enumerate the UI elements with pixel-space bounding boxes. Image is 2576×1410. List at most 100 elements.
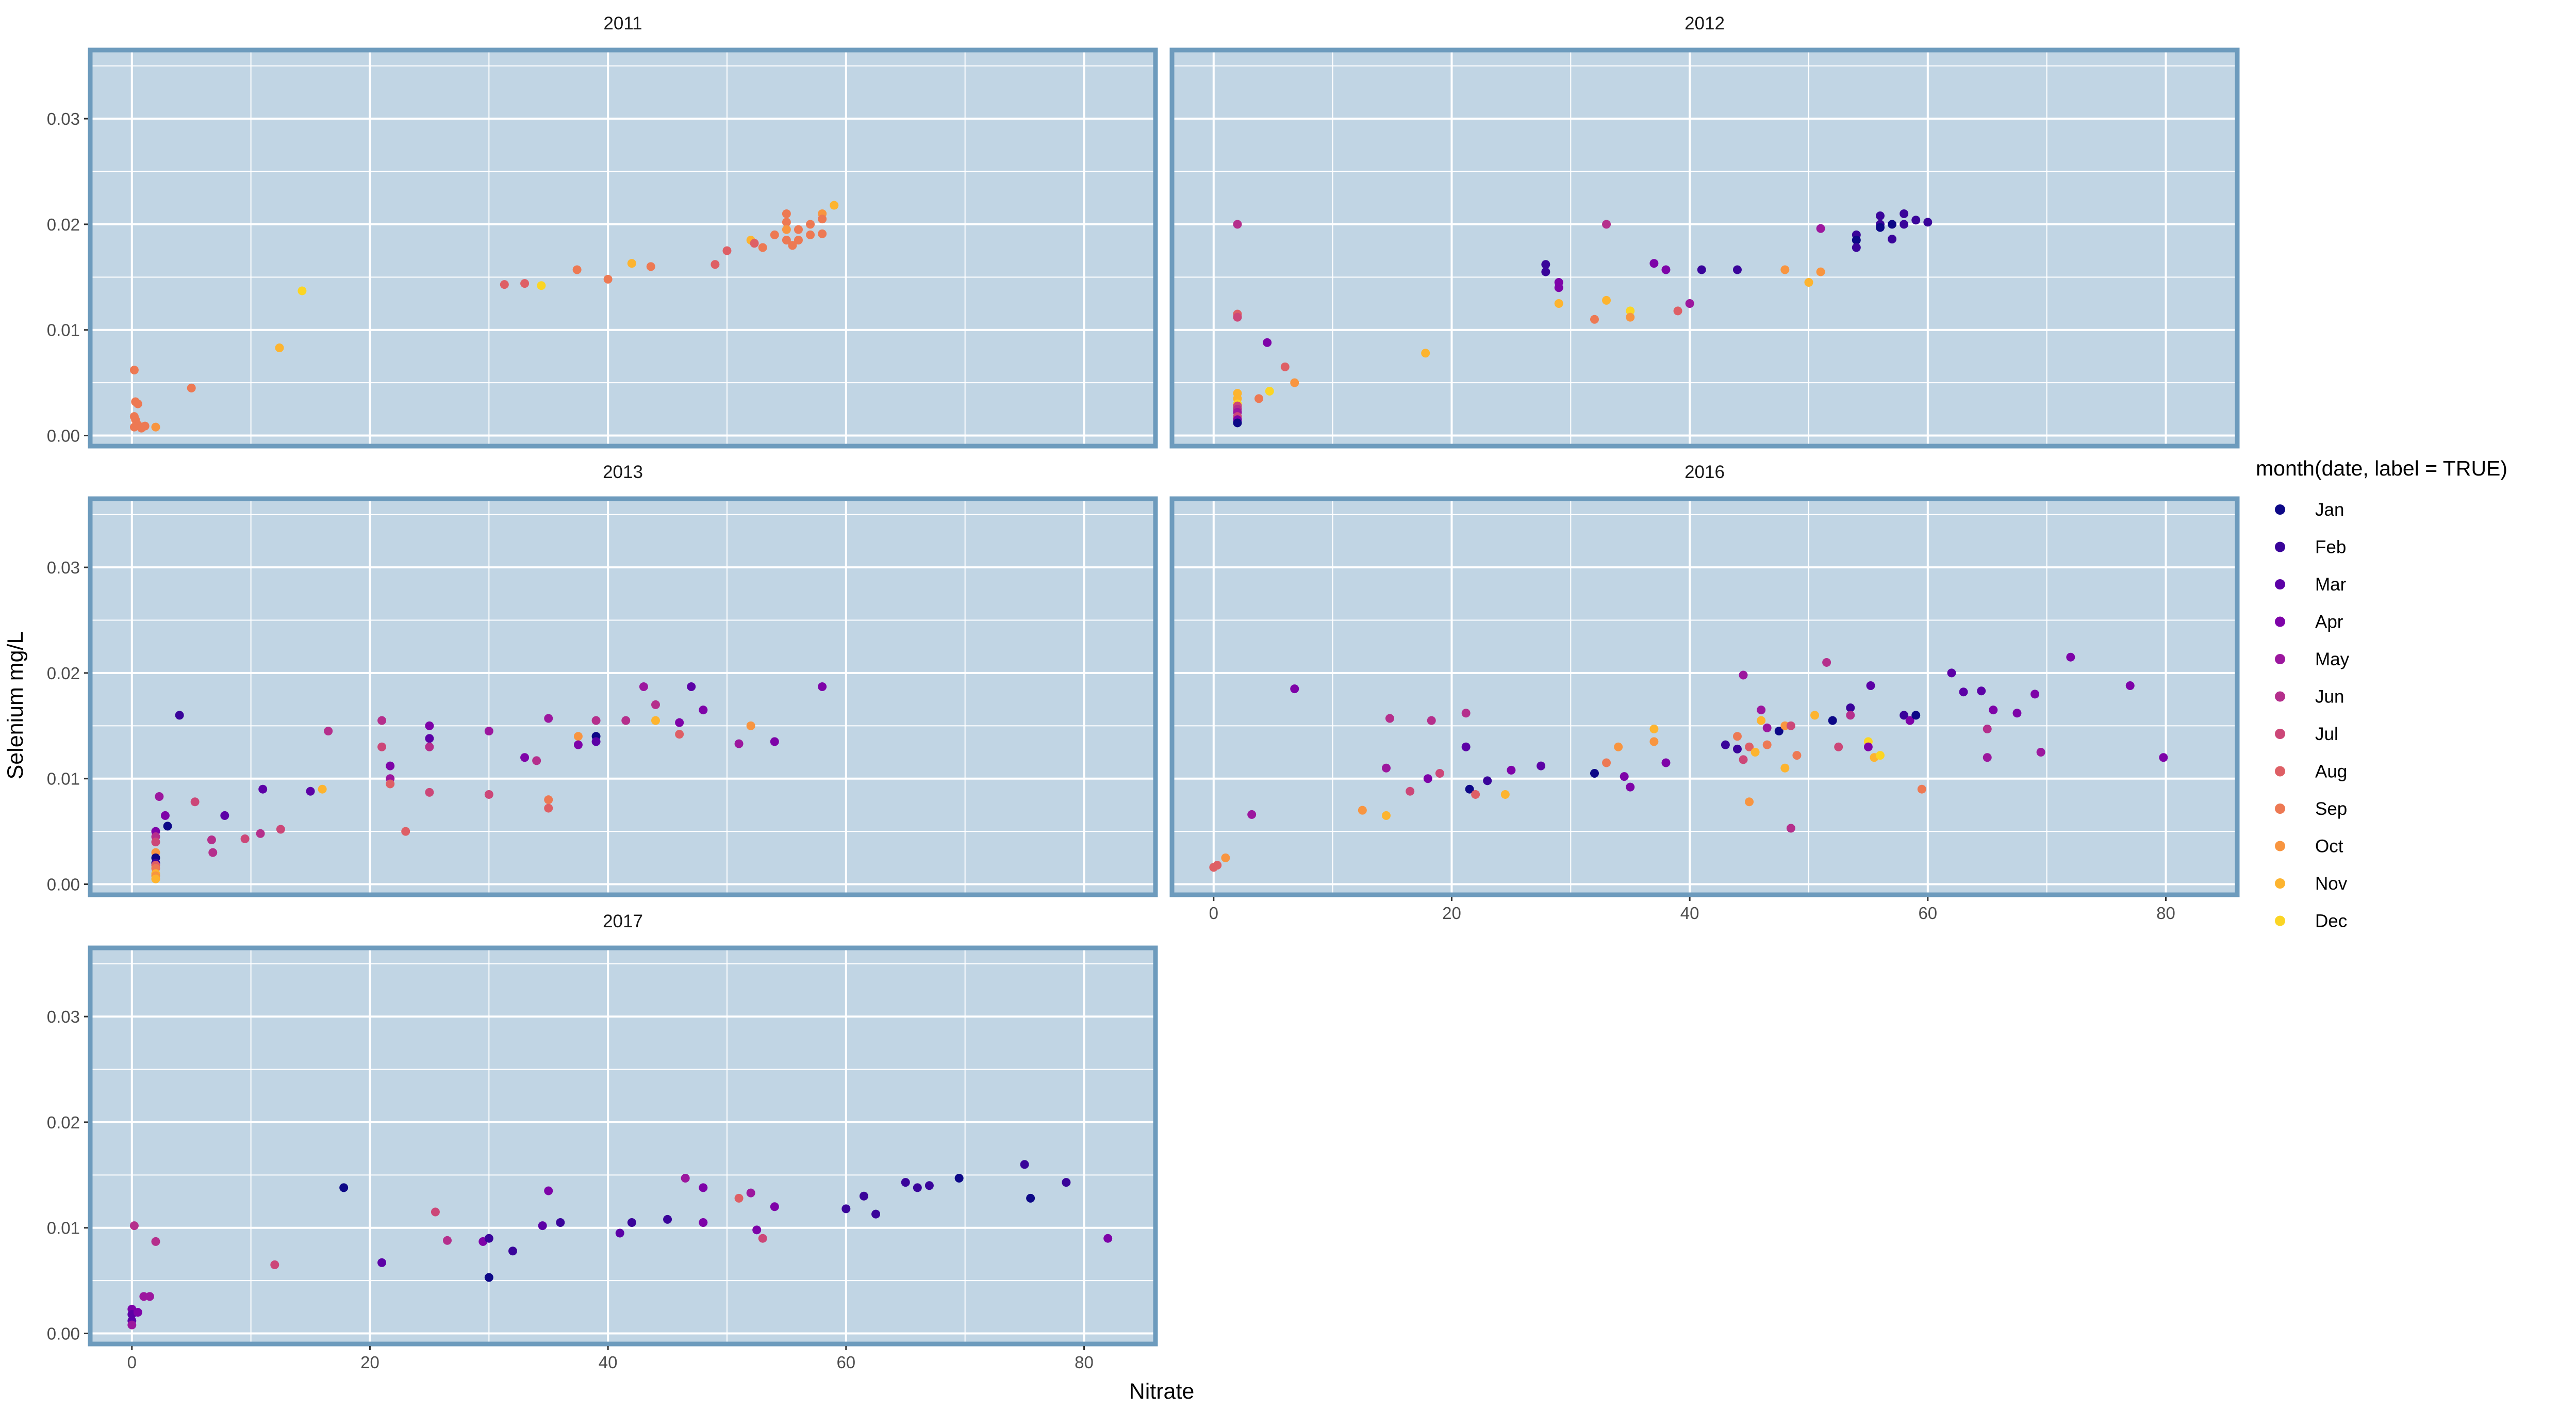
data-point [1888,220,1897,229]
panels-layer: 2011 0.00 0.01 0.02 0.03 2012 2013 0.00 0.01 0.02… [47,13,2240,1372]
data-point [275,343,284,353]
data-point [1213,861,1222,870]
data-point [651,700,660,709]
data-point [1233,418,1242,428]
data-point [752,1225,762,1235]
panel-background [1172,50,2237,446]
legend-entry-apr: Apr [2275,612,2343,632]
panel-border [88,496,1158,897]
legend-label: Oct [2315,837,2343,857]
y-tick-label: 0.02 [47,215,80,234]
data-point [841,1204,851,1214]
data-point [1062,1178,1071,1187]
data-point [1745,797,1754,807]
x-tick-label: 40 [1680,904,1699,923]
data-point [1804,278,1813,287]
data-point [1421,349,1430,358]
legend-label: Sep [2315,799,2347,819]
data-point [187,383,196,392]
y-tick-label: 0.00 [47,1324,80,1343]
data-point [1233,220,1242,229]
panel-border [88,47,1158,449]
data-point [651,716,660,725]
panel-border [1169,496,2240,897]
data-point [1977,686,1986,696]
data-point [155,792,164,801]
data-point [794,236,803,245]
data-point [1500,790,1510,799]
data-point [339,1183,349,1192]
panel-border [88,945,1158,1347]
data-point [544,714,553,723]
data-point [386,761,395,770]
legend-entry-may: May [2275,649,2350,669]
data-point [1816,224,1825,233]
data-point [1590,768,1599,778]
data-point [1626,313,1635,322]
data-point [208,848,218,857]
data-point [1554,283,1563,292]
data-point [1541,260,1550,269]
data-point [1816,267,1825,276]
data-point [1541,267,1550,276]
data-point [627,1218,636,1227]
data-point [556,1218,565,1227]
data-point [431,1207,440,1217]
data-point [1649,737,1659,746]
data-point [699,1183,708,1192]
data-point [1661,265,1671,274]
data-point [591,737,601,746]
legend-label: Aug [2315,762,2347,782]
data-point [1461,742,1471,751]
data-point [1471,790,1480,799]
data-point [1697,265,1706,274]
legend-entry-jun: Jun [2275,687,2344,707]
data-point [1852,236,1861,245]
data-point [425,734,434,743]
data-point [901,1178,910,1187]
data-point [298,286,307,296]
data-point [1661,758,1671,767]
data-point [924,1181,934,1190]
data-point [573,740,583,749]
y-tick-label: 0.00 [47,875,80,894]
legend-title: month(date, label = TRUE) [2256,456,2507,480]
data-point [1263,338,1272,347]
data-point [2159,753,2168,762]
data-point [1721,740,1730,749]
data-point [1602,296,1611,305]
legend-entry-oct: Oct [2275,837,2343,857]
facet-panel-2016: 2016 0 20 40 60 80 [1169,462,2240,923]
data-point [627,259,636,268]
data-point [1026,1193,1035,1203]
y-tick-label: 0.01 [47,1219,80,1238]
data-point [1875,211,1885,221]
y-tick-label: 0.00 [47,427,80,446]
data-point [2125,681,2135,690]
data-point [1620,772,1629,781]
data-point [306,786,315,796]
data-point [621,716,631,725]
legend: month(date, label = TRUE) Jan Feb Mar Apr Ma… [2256,456,2507,931]
data-point [770,737,779,746]
data-point [2012,709,2022,718]
data-point [1233,313,1242,322]
data-point [1103,1234,1113,1243]
data-point [1554,299,1563,308]
legend-entry-aug: Aug [2275,762,2347,782]
data-point [663,1215,672,1224]
y-tick-label: 0.02 [47,1113,80,1132]
data-point [1732,265,1742,274]
data-point [401,827,410,836]
data-point [699,1218,708,1227]
legend-entry-mar: Mar [2275,575,2347,595]
data-point [1590,315,1599,324]
data-point [573,732,583,741]
data-point [859,1191,868,1201]
data-point [500,280,509,289]
data-point [788,241,797,250]
data-point [484,790,493,799]
data-point [1280,362,1290,371]
data-point [1757,716,1766,725]
facet-strip-label: 2013 [603,462,643,482]
